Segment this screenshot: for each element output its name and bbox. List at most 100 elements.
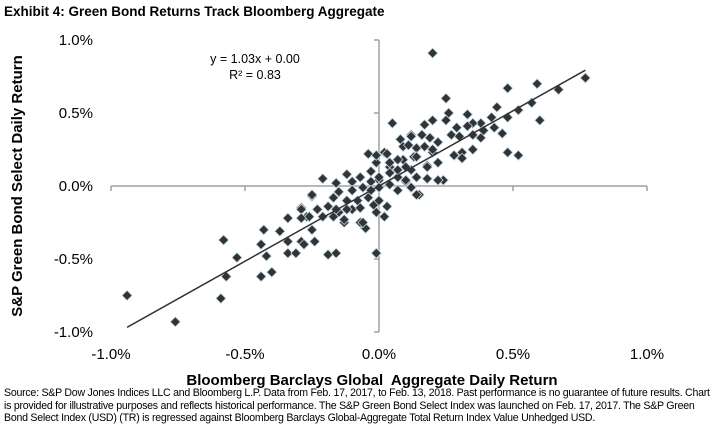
data-point	[322, 200, 334, 213]
data-point	[552, 84, 565, 96]
x-tick-label: 1.0%	[630, 346, 664, 363]
data-point	[421, 161, 433, 173]
chart-title: Exhibit 4: Green Bond Returns Track Bloo…	[4, 4, 385, 19]
data-point	[303, 211, 315, 223]
data-point	[357, 216, 369, 229]
data-point	[512, 104, 524, 116]
data-point	[362, 148, 374, 160]
data-point	[330, 247, 342, 259]
data-point	[311, 203, 323, 215]
data-point	[453, 130, 465, 142]
r-squared-label: R² = 0.83	[229, 68, 281, 82]
data-point	[488, 122, 500, 134]
data-point	[121, 289, 133, 302]
data-point	[418, 119, 431, 131]
source-note: Source: S&P Dow Jones Indices LLC and Bl…	[4, 387, 710, 425]
data-point	[386, 117, 398, 129]
data-point	[327, 192, 340, 204]
data-points	[121, 47, 591, 328]
data-point	[381, 148, 393, 160]
data-point	[384, 178, 396, 191]
x-tick-label: 0.0%	[362, 346, 396, 363]
data-point	[298, 238, 310, 250]
data-point	[338, 214, 350, 226]
y-axis-title: S&P Green Bond Select Daily Return	[9, 55, 26, 316]
data-point	[309, 235, 321, 248]
data-point	[370, 157, 382, 169]
data-point	[346, 184, 358, 196]
data-point	[421, 173, 433, 185]
data-point	[496, 127, 508, 140]
data-point	[255, 238, 267, 250]
data-point	[502, 146, 514, 158]
data-point	[451, 122, 463, 134]
x-tick-label: -0.5%	[225, 346, 264, 363]
data-point	[306, 189, 318, 201]
trendline	[126, 69, 586, 329]
data-point	[378, 211, 390, 223]
data-point	[354, 202, 366, 214]
data-point	[445, 129, 457, 141]
data-point	[354, 171, 366, 183]
data-point	[258, 224, 270, 236]
data-point	[410, 189, 423, 201]
data-point	[461, 108, 474, 121]
data-point	[416, 129, 428, 141]
data-point	[357, 181, 369, 194]
data-point	[370, 247, 382, 259]
data-point	[427, 143, 439, 156]
data-point	[410, 171, 423, 183]
data-point	[427, 47, 439, 59]
y-tick-label: 0.5%	[59, 105, 93, 122]
data-point	[432, 174, 444, 186]
data-point	[531, 78, 543, 90]
data-point	[330, 177, 342, 189]
data-point	[448, 149, 460, 161]
data-point	[282, 212, 294, 224]
data-point	[215, 292, 227, 304]
data-point	[418, 141, 431, 153]
data-point	[370, 206, 382, 218]
trendline-equation: y = 1.03x + 0.00	[210, 52, 300, 66]
data-point	[432, 136, 444, 148]
data-point	[290, 247, 302, 259]
data-point	[260, 250, 273, 262]
data-point	[579, 72, 591, 84]
y-tick-label: -0.5%	[54, 251, 93, 268]
data-point	[424, 132, 436, 144]
data-point	[534, 114, 546, 126]
data-point	[370, 149, 382, 161]
tick-labels: -1.0% -0.5% 0.0% 0.5% 1.0% 1.0% 0.5% 0.0% -0.5% -…	[54, 32, 664, 363]
data-point	[282, 247, 294, 259]
data-point	[295, 212, 307, 224]
data-point	[475, 132, 487, 144]
data-point	[220, 270, 232, 283]
data-point	[405, 181, 417, 194]
data-point	[440, 92, 452, 104]
x-tick-label: 0.5%	[496, 346, 530, 363]
data-point	[362, 192, 374, 204]
data-point	[333, 186, 345, 198]
data-point	[255, 270, 267, 283]
data-point	[405, 130, 417, 142]
data-point	[217, 234, 230, 246]
data-point	[456, 152, 468, 164]
data-point	[169, 316, 181, 328]
data-point	[392, 184, 404, 196]
data-point	[327, 211, 340, 223]
data-point	[402, 139, 415, 151]
data-point	[317, 173, 329, 185]
data-point	[432, 157, 444, 169]
data-point	[384, 167, 396, 179]
x-axis-title: Bloomberg Barclays Global Aggregate Dail…	[186, 372, 557, 389]
data-point	[502, 82, 514, 94]
data-point	[467, 143, 479, 156]
data-point	[341, 203, 353, 215]
data-point	[461, 120, 474, 132]
data-point	[400, 174, 412, 186]
data-point	[410, 151, 423, 163]
data-point	[427, 114, 439, 126]
x-tick-label: -1.0%	[91, 346, 130, 363]
data-point	[491, 101, 503, 113]
data-point	[381, 200, 393, 213]
